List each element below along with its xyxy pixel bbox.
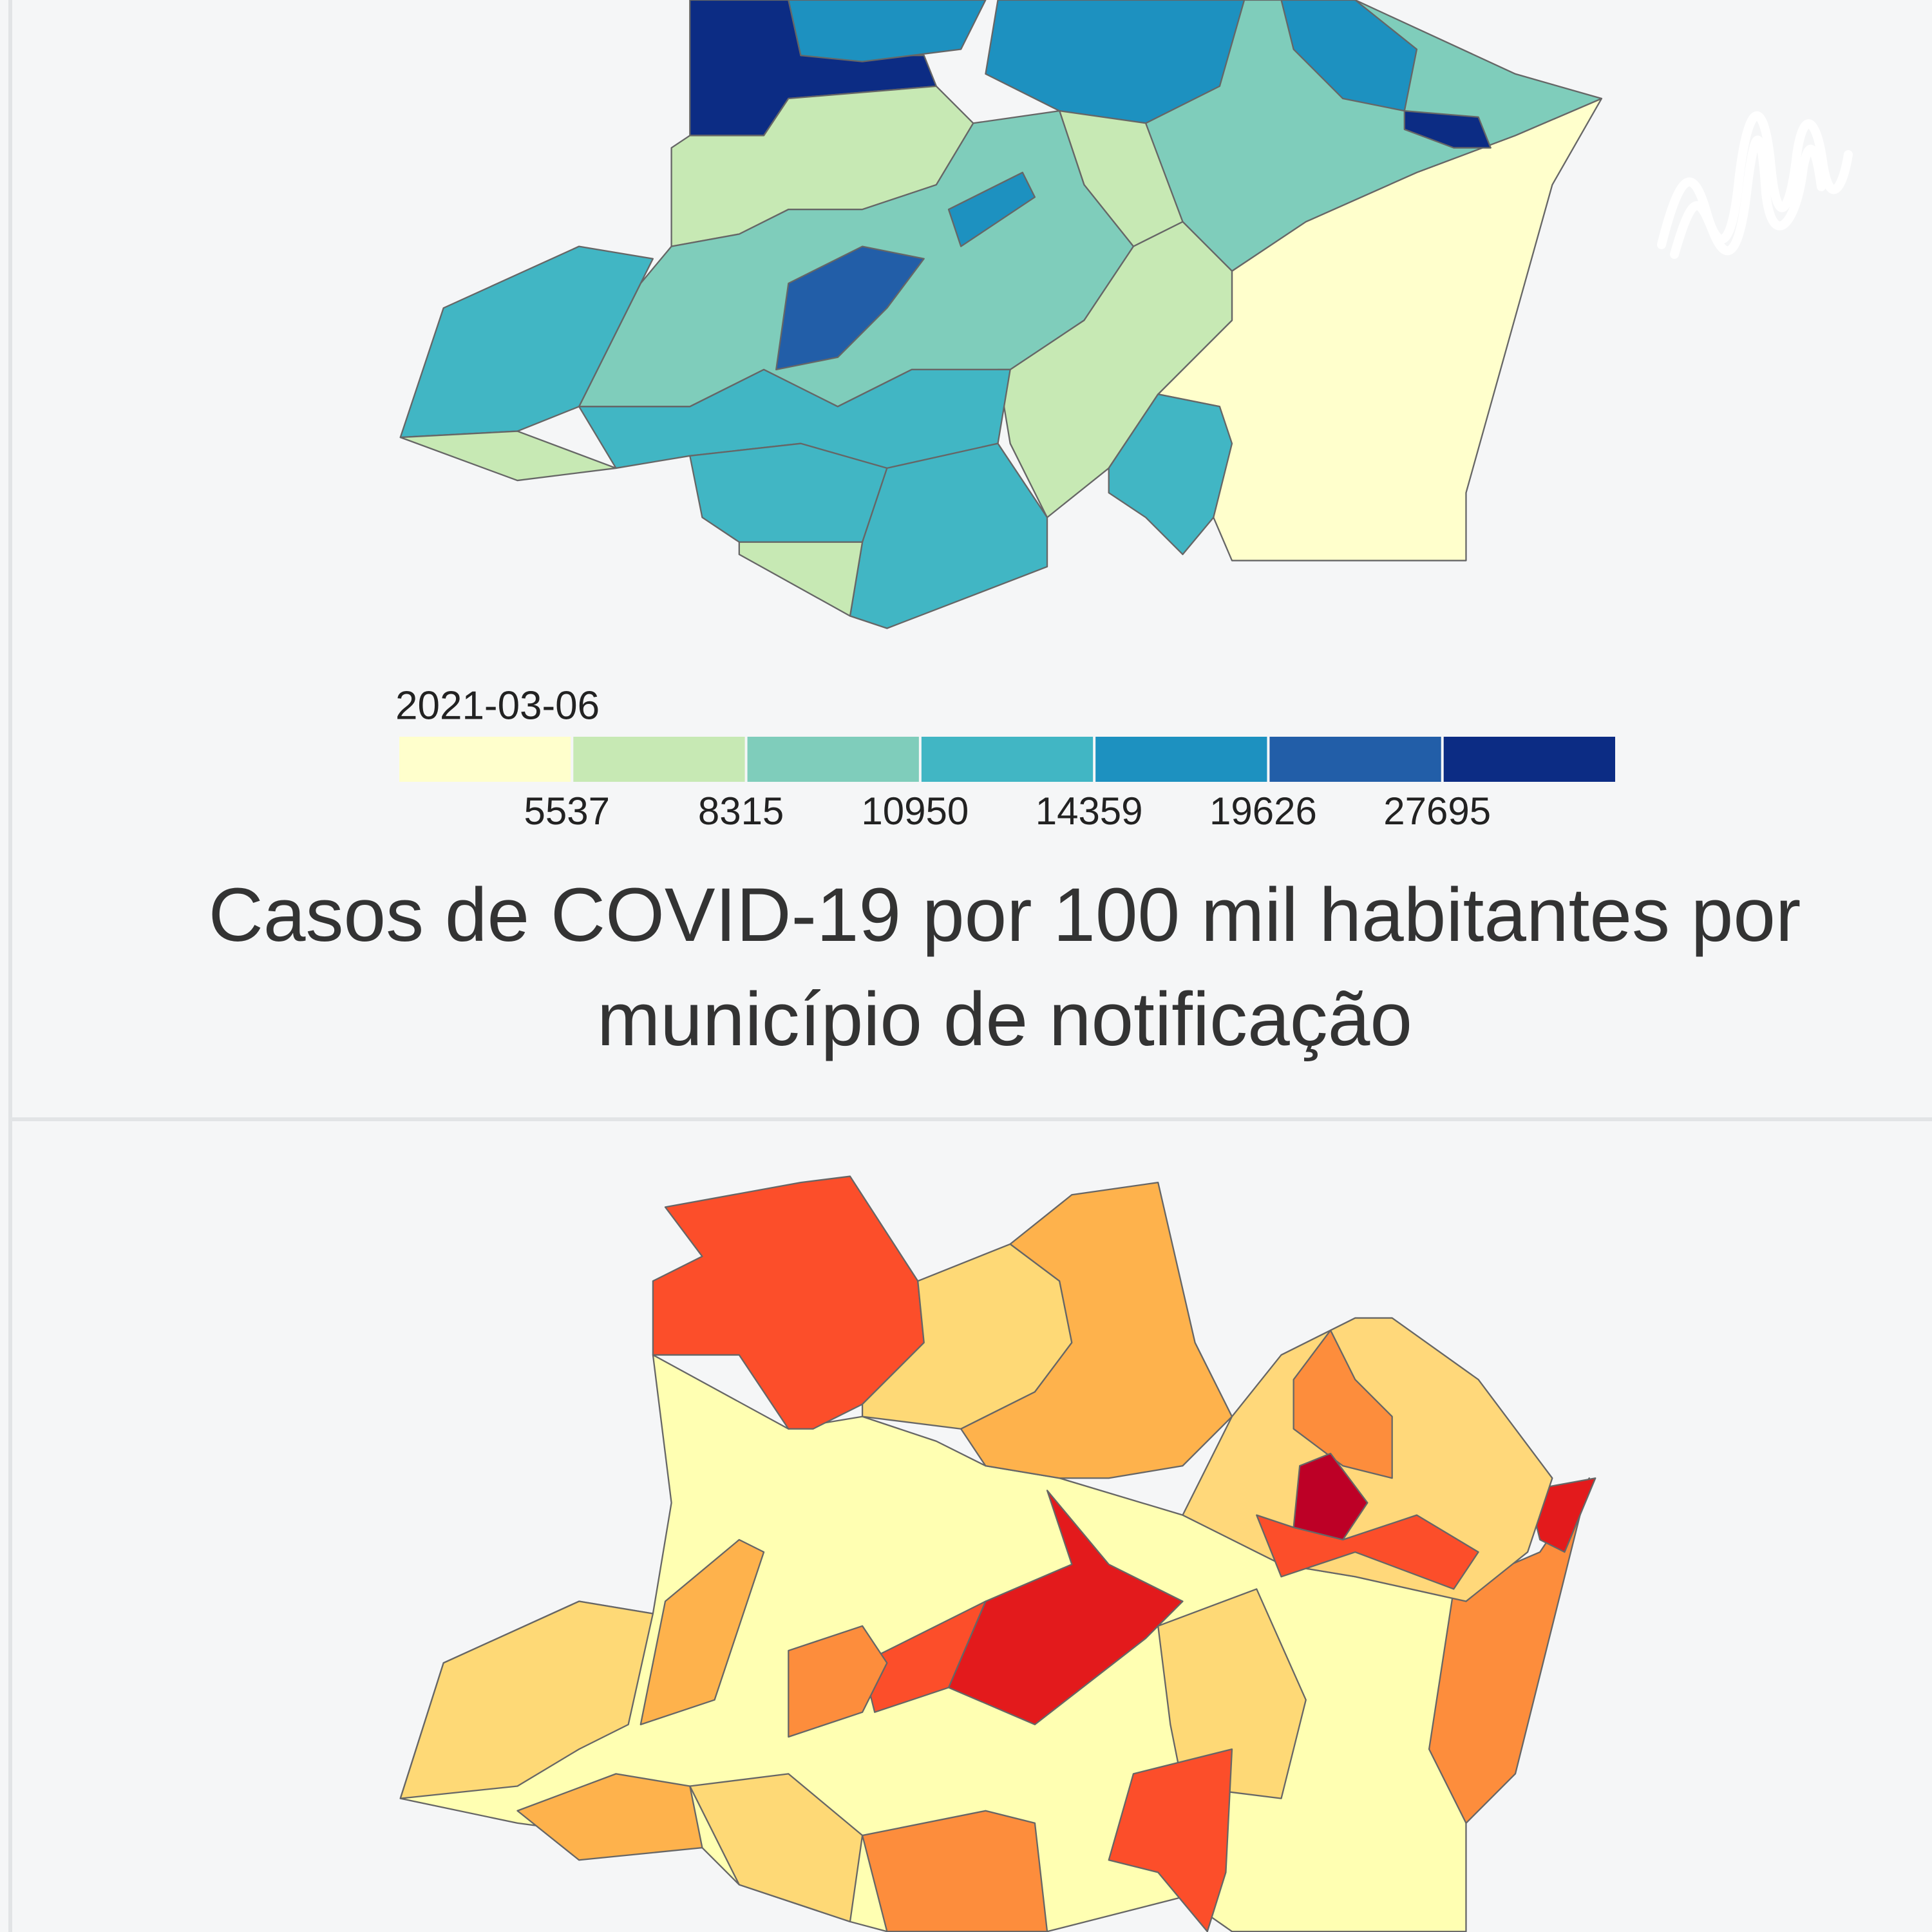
legend-swatch — [921, 737, 1094, 782]
legend-swatch — [573, 737, 745, 782]
legend-swatch — [1269, 737, 1441, 782]
legend-swatch — [1095, 737, 1267, 782]
legend-threshold-label: 8315 — [698, 790, 784, 833]
legend-threshold-label: 10950 — [861, 790, 969, 833]
caption: Casos de COVID-19 por 100 mil habitantes… — [208, 873, 1801, 1062]
legend-swatch — [399, 737, 571, 782]
podcast-logo — [1657, 111, 1853, 259]
legend-swatch — [747, 737, 919, 782]
legend: 5537 8315 10950 14359 19626 27695 — [399, 737, 1615, 833]
legend-threshold-label: 14359 — [1036, 790, 1143, 833]
map-deaths — [399, 1175, 1596, 1932]
legend-threshold-label: 5537 — [524, 790, 610, 833]
legend-title: 2021-03-06 — [395, 683, 600, 728]
legend-threshold-label: 19626 — [1209, 790, 1317, 833]
legend-threshold-label: 27695 — [1383, 790, 1491, 833]
map-cases — [399, 0, 1603, 629]
legend-swatch — [1443, 737, 1615, 782]
